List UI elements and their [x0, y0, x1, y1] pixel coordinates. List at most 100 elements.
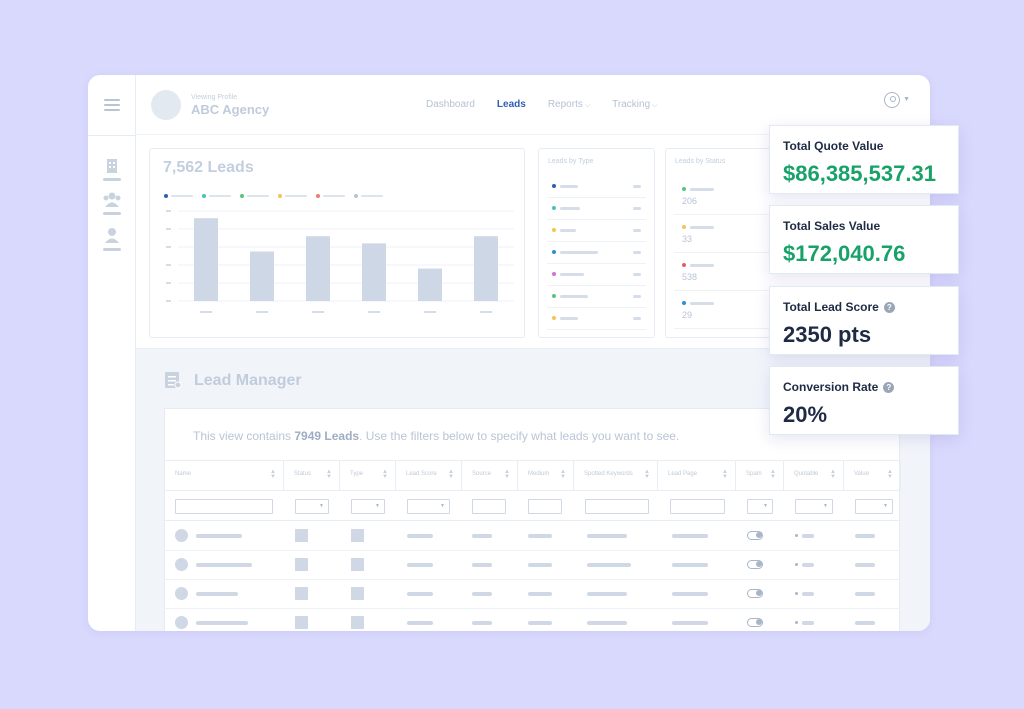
filter-select[interactable]: ▼ — [747, 499, 773, 514]
sort-icon[interactable]: ▲ ▼ — [270, 469, 276, 480]
profile-avatar[interactable] — [151, 90, 181, 120]
x-tick-label — [200, 311, 212, 313]
spam-toggle[interactable] — [747, 531, 763, 540]
lead-page-placeholder — [672, 534, 708, 538]
filter-select[interactable]: ▼ — [795, 499, 833, 514]
name-placeholder — [196, 592, 238, 596]
legend-item[interactable] — [316, 194, 345, 198]
sort-icon[interactable]: ▲ ▼ — [504, 469, 510, 480]
type-list-item[interactable] — [547, 264, 646, 286]
legend-item[interactable] — [278, 194, 307, 198]
status-list-item[interactable]: 33 — [674, 215, 805, 253]
table-filter-row: ▼ ▼ ▼ ▼ ▼ ▼ — [165, 491, 899, 521]
nav-leads[interactable]: Leads — [496, 99, 526, 110]
type-count-placeholder — [633, 295, 641, 298]
nav-tracking[interactable]: Tracking ⌵ — [612, 99, 657, 110]
status-list-item[interactable]: 206 — [674, 177, 805, 215]
row-avatar — [175, 587, 188, 600]
leads-by-type-title: Leads by Type — [548, 158, 594, 165]
lead-page-placeholder — [672, 563, 708, 567]
chevron-down-icon: ▼ — [883, 503, 888, 509]
filter-select[interactable]: ▼ — [351, 499, 385, 514]
filter-select[interactable]: ▼ — [295, 499, 329, 514]
lead-score-placeholder — [407, 621, 433, 625]
column-header[interactable]: Spam ▲ ▼ — [736, 461, 784, 491]
user-icon[interactable] — [102, 227, 122, 251]
sort-icon[interactable]: ▲ ▼ — [830, 469, 836, 480]
table-row[interactable] — [165, 551, 899, 580]
column-header[interactable]: Value ▲ ▼ — [844, 461, 901, 491]
legend-dot — [278, 194, 282, 198]
sort-icon[interactable]: ▲ ▼ — [326, 469, 332, 480]
nav-reports[interactable]: Reports ⌵ — [548, 99, 590, 110]
status-list-item[interactable]: 538 — [674, 253, 805, 291]
column-header[interactable]: Name ▲ ▼ — [165, 461, 284, 491]
table-row[interactable] — [165, 522, 899, 551]
sort-icon[interactable]: ▲ ▼ — [382, 469, 388, 480]
type-list-item[interactable] — [547, 198, 646, 220]
column-header[interactable]: Lead Score ▲ ▼ — [396, 461, 462, 491]
filter-input[interactable] — [472, 499, 506, 514]
sort-icon[interactable]: ▲ ▼ — [887, 469, 893, 480]
type-count-placeholder — [633, 317, 641, 320]
column-header[interactable]: Type ▲ ▼ — [340, 461, 396, 491]
type-list-item[interactable] — [547, 242, 646, 264]
hamburger-menu-icon[interactable] — [104, 99, 120, 111]
column-header[interactable]: Lead Page ▲ ▼ — [658, 461, 736, 491]
column-header[interactable]: Medium ▲ ▼ — [518, 461, 574, 491]
help-icon[interactable]: ? — [883, 301, 895, 313]
legend-item[interactable] — [202, 194, 231, 198]
chart-bar[interactable] — [418, 268, 442, 301]
legend-item[interactable] — [240, 194, 269, 198]
filter-input[interactable] — [585, 499, 649, 514]
column-header-label: Lead Score — [406, 471, 437, 477]
type-count-placeholder — [633, 273, 641, 276]
column-header[interactable]: Quotable ▲ ▼ — [784, 461, 844, 491]
chart-bar[interactable] — [474, 236, 498, 301]
column-header[interactable]: Spotted Keywords ▲ ▼ — [574, 461, 658, 491]
help-icon[interactable]: ? — [883, 381, 895, 393]
leads-info-text: This view contains 7949 Leads. Use the f… — [193, 429, 679, 443]
filter-input[interactable] — [528, 499, 562, 514]
spam-toggle[interactable] — [747, 618, 763, 627]
column-header[interactable]: Status ▲ ▼ — [284, 461, 340, 491]
chevron-down-icon[interactable]: ▼ — [903, 96, 910, 103]
type-label-placeholder — [560, 229, 576, 232]
nav-reports-label: Reports — [547, 99, 583, 110]
chart-bar[interactable] — [362, 243, 386, 301]
type-list-item[interactable] — [547, 286, 646, 308]
sort-icon[interactable]: ▲ ▼ — [644, 469, 650, 480]
sort-icon[interactable]: ▲ ▼ — [722, 469, 728, 480]
spam-toggle[interactable] — [747, 589, 763, 598]
keywords-placeholder — [587, 621, 627, 625]
account-icon[interactable] — [884, 92, 900, 108]
table-row[interactable] — [165, 580, 899, 609]
filter-select[interactable]: ▼ — [407, 499, 450, 514]
column-header[interactable]: Source ▲ ▼ — [462, 461, 518, 491]
filter-input[interactable] — [670, 499, 725, 514]
status-list-item[interactable]: 29 — [674, 291, 805, 329]
kpi-total-quote-value: Total Quote Value $86,385,537.31 — [769, 125, 959, 194]
legend-dot — [354, 194, 358, 198]
legend-item[interactable] — [354, 194, 383, 198]
sort-icon[interactable]: ▲ ▼ — [448, 469, 454, 480]
agency-name[interactable]: ABC Agency — [191, 102, 270, 117]
filter-select[interactable]: ▼ — [855, 499, 893, 514]
table-row[interactable] — [165, 609, 899, 631]
sort-icon[interactable]: ▲ ▼ — [560, 469, 566, 480]
chart-bar[interactable] — [250, 251, 274, 302]
type-list-item[interactable] — [547, 308, 646, 330]
leads-by-status-title: Leads by Status — [675, 158, 726, 165]
building-icon[interactable] — [102, 157, 122, 181]
filter-input[interactable] — [175, 499, 273, 514]
chart-bar[interactable] — [306, 236, 330, 301]
sort-icon[interactable]: ▲ ▼ — [770, 469, 776, 480]
y-tick-label — [166, 228, 171, 230]
spam-toggle[interactable] — [747, 560, 763, 569]
nav-dashboard[interactable]: Dashboard — [426, 99, 475, 110]
type-list-item[interactable] — [547, 176, 646, 198]
team-icon[interactable] — [102, 191, 122, 215]
chart-bar[interactable] — [194, 218, 218, 301]
type-list-item[interactable] — [547, 220, 646, 242]
legend-item[interactable] — [164, 194, 193, 198]
